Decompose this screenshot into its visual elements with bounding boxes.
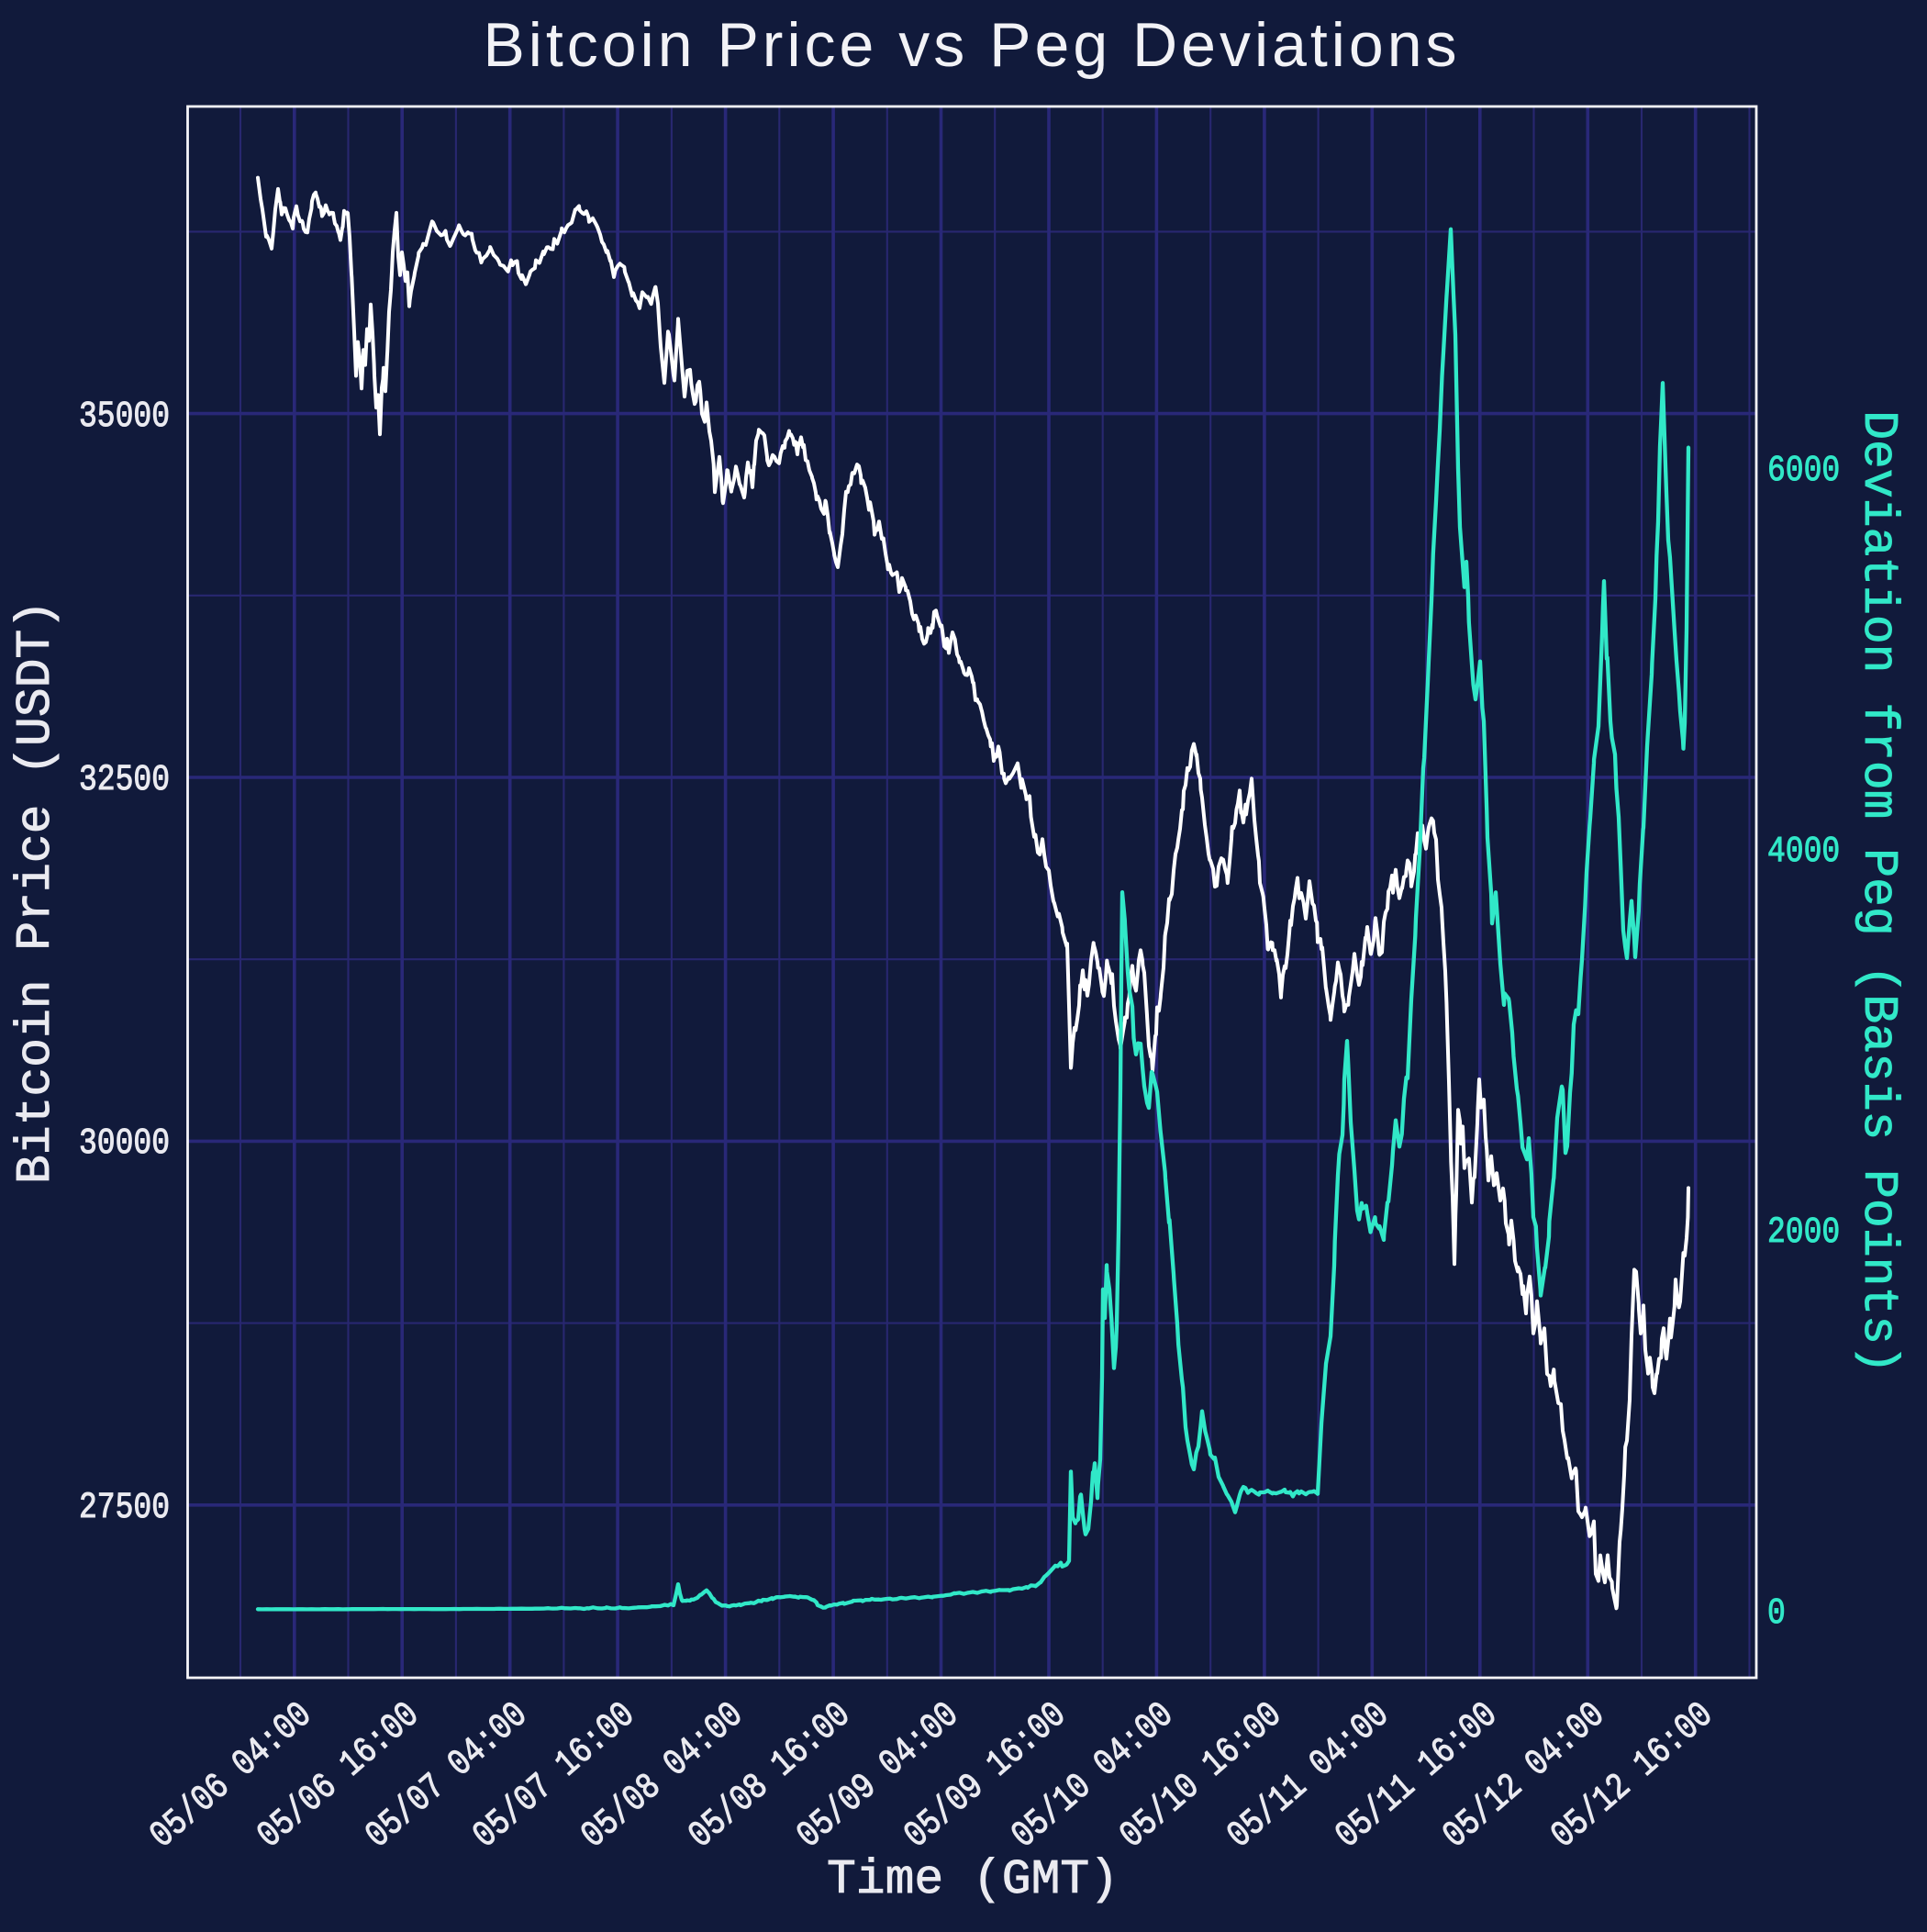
svg-text:6000: 6000 (1767, 450, 1840, 492)
svg-text:Bitcoin Price vs Peg Deviation: Bitcoin Price vs Peg Deviations (483, 10, 1460, 80)
svg-text:27500: 27500 (79, 1487, 170, 1529)
svg-text:35000: 35000 (79, 396, 170, 438)
svg-text:2000: 2000 (1767, 1212, 1840, 1254)
svg-text:Time (GMT): Time (GMT) (827, 1852, 1119, 1907)
svg-text:4000: 4000 (1767, 831, 1840, 873)
svg-text:Bitcoin Price (USDT): Bitcoin Price (USDT) (8, 600, 63, 1184)
svg-text:30000: 30000 (79, 1122, 170, 1165)
svg-text:0: 0 (1767, 1592, 1786, 1635)
svg-text:32500: 32500 (79, 759, 170, 801)
svg-text:Deviation from Peg (Basis Poin: Deviation from Peg (Basis Points) (1851, 410, 1906, 1374)
